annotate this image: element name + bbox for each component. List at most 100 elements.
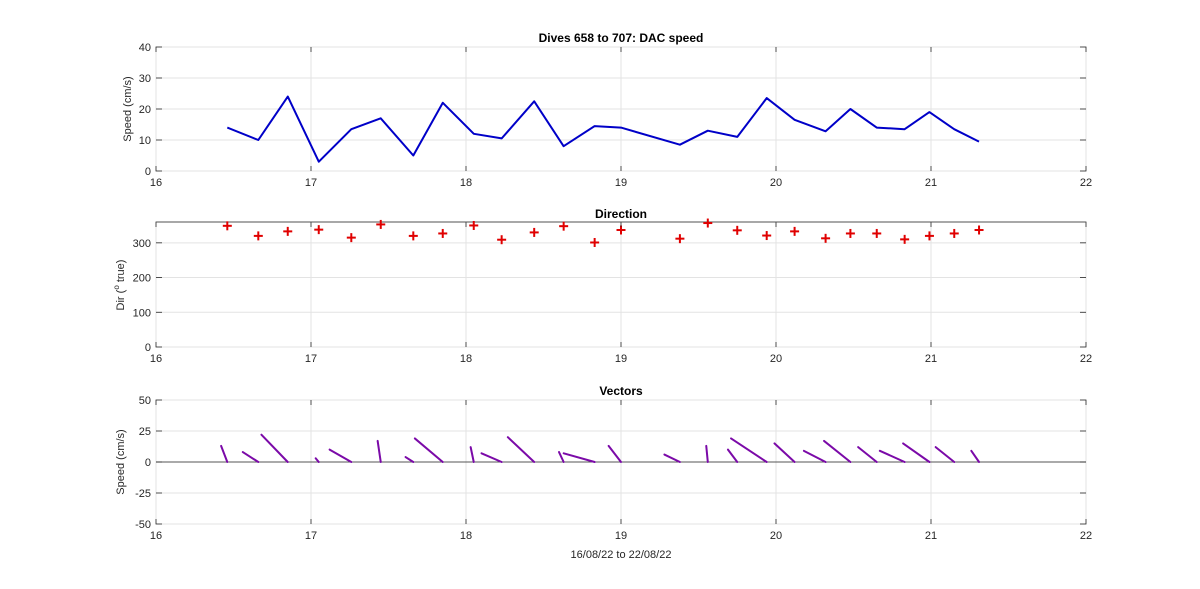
direction-point — [314, 225, 324, 235]
speed-ticks: 16 17 18 19 20 21 22 0 10 20 30 40 — [139, 42, 1092, 189]
vector-stick — [480, 452, 503, 463]
direction-point — [900, 234, 910, 244]
vectors-x-tick-label: 20 — [770, 530, 782, 542]
direction-x-tick-label: 22 — [1080, 353, 1092, 365]
vector-stick — [730, 437, 768, 463]
speed-y-tick-label: 0 — [145, 166, 151, 178]
vectors-x-label: 16/08/22 to 22/08/22 — [571, 549, 672, 561]
direction-y-label: Dir (o true) — [112, 260, 127, 311]
vector-stick — [328, 448, 353, 463]
vector-stick — [376, 439, 382, 463]
direction-point — [732, 225, 742, 235]
speed-y-tick-label: 30 — [139, 73, 151, 85]
direction-point — [346, 233, 356, 243]
speed-x-tick-label: 20 — [770, 177, 782, 189]
vector-stick — [506, 436, 536, 463]
direction-x-tick-label: 21 — [925, 353, 937, 365]
direction-point — [845, 228, 855, 238]
vector-stick — [823, 439, 852, 463]
vector-stick — [878, 449, 906, 463]
vectors-marks — [220, 433, 981, 463]
vector-stick — [469, 446, 475, 463]
vector-stick — [857, 446, 878, 463]
speed-y-label: Speed (cm/s) — [122, 76, 134, 141]
vector-stick — [260, 433, 289, 463]
direction-y-tick-label: 200 — [133, 273, 151, 285]
vectors-y-label: Speed (cm/s) — [115, 429, 127, 494]
speed-x-tick-label: 21 — [925, 177, 937, 189]
speed-title: Dives 658 to 707: DAC speed — [539, 31, 704, 45]
direction-y-tick-label: 0 — [145, 342, 151, 354]
direction-panel: 16 17 18 19 20 21 22 0 100 200 300 Direction Dir (… — [112, 207, 1092, 365]
vector-stick — [970, 449, 981, 463]
vectors-y-tick-label: 0 — [145, 457, 151, 469]
direction-point — [222, 221, 232, 231]
direction-point — [529, 227, 539, 237]
vector-stick — [241, 451, 260, 463]
vectors-y-tick-label: 25 — [139, 426, 151, 438]
vector-stick — [934, 446, 956, 463]
vectors-title: Vectors — [599, 384, 643, 398]
direction-y-label-prefix: Dir ( — [115, 289, 127, 310]
direction-point — [924, 231, 934, 241]
direction-point — [872, 228, 882, 238]
direction-point — [949, 228, 959, 238]
direction-marks — [222, 218, 984, 247]
direction-x-tick-label: 18 — [460, 353, 472, 365]
direction-point — [675, 234, 685, 244]
speed-y-tick-label: 10 — [139, 135, 151, 147]
direction-ticks: 16 17 18 19 20 21 22 0 100 200 300 — [133, 222, 1092, 365]
vectors-x-tick-label: 19 — [615, 530, 627, 542]
vectors-y-tick-label: 50 — [139, 395, 151, 407]
vectors-x-tick-label: 21 — [925, 530, 937, 542]
direction-point — [762, 231, 772, 241]
direction-point — [283, 226, 293, 236]
vectors-panel: 16 17 18 19 20 21 22 -50 -25 0 25 50 Vectors Speed … — [115, 384, 1092, 561]
vectors-x-tick-label: 22 — [1080, 530, 1092, 542]
direction-point — [497, 235, 507, 245]
direction-point — [559, 221, 569, 231]
vector-stick — [562, 452, 596, 463]
speed-panel: 16 17 18 19 20 21 22 0 10 20 30 40 Dives 658 to 707… — [122, 31, 1092, 189]
vector-stick — [413, 437, 444, 463]
speed-x-tick-label: 18 — [460, 177, 472, 189]
direction-point — [408, 231, 418, 241]
vector-stick — [902, 442, 931, 463]
vector-stick — [705, 444, 709, 463]
direction-point — [790, 226, 800, 236]
vector-stick — [314, 457, 320, 463]
vector-stick — [726, 448, 739, 463]
speed-x-tick-label: 17 — [305, 177, 317, 189]
direction-point — [253, 231, 263, 241]
direction-y-tick-label: 100 — [133, 307, 151, 319]
direction-x-tick-label: 19 — [615, 353, 627, 365]
speed-marks — [226, 95, 980, 163]
direction-x-tick-label: 17 — [305, 353, 317, 365]
speed-x-tick-label: 22 — [1080, 177, 1092, 189]
direction-title: Direction — [595, 207, 647, 221]
direction-point — [974, 225, 984, 235]
direction-x-tick-label: 16 — [150, 353, 162, 365]
vector-stick — [802, 449, 827, 463]
speed-x-tick-label: 19 — [615, 177, 627, 189]
direction-point — [821, 233, 831, 243]
direction-y-label-suffix: true) — [115, 260, 127, 286]
vector-stick — [607, 444, 622, 463]
direction-point — [438, 228, 448, 238]
vectors-x-tick-label: 17 — [305, 530, 317, 542]
vector-stick — [558, 451, 565, 463]
vectors-y-tick-label: -25 — [135, 488, 151, 500]
vectors-ticks: 16 17 18 19 20 21 22 -50 -25 0 25 50 — [135, 395, 1092, 542]
speed-y-tick-label: 20 — [139, 104, 151, 116]
vectors-x-tick-label: 18 — [460, 530, 472, 542]
speed-y-tick-label: 40 — [139, 42, 151, 54]
direction-y-tick-label: 300 — [133, 238, 151, 250]
speed-x-tick-label: 16 — [150, 177, 162, 189]
vector-stick — [220, 444, 229, 463]
direction-x-tick-label: 20 — [770, 353, 782, 365]
direction-y-label-sup: o — [112, 285, 121, 290]
direction-point — [469, 220, 479, 230]
direction-point — [703, 218, 713, 228]
vectors-x-tick-label: 16 — [150, 530, 162, 542]
